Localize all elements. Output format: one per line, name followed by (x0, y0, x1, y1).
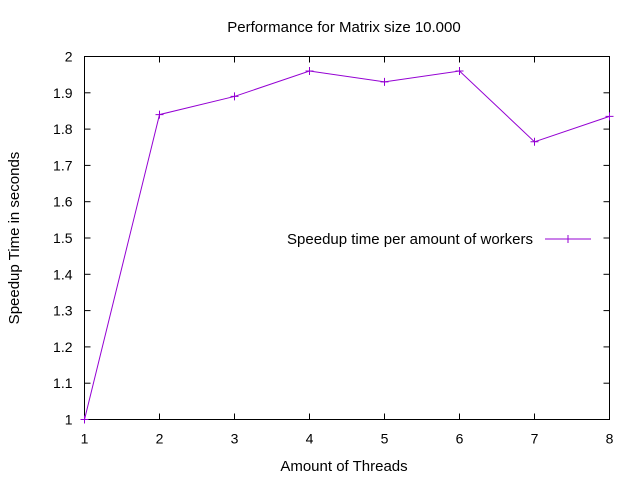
data-point (380, 77, 389, 86)
x-tick-label: 7 (531, 431, 539, 447)
y-tick-label: 1.8 (53, 121, 73, 137)
y-tick-label: 1.6 (53, 194, 73, 210)
x-tick-label: 2 (156, 431, 164, 447)
series-line (84, 70, 610, 420)
data-point (530, 137, 539, 146)
x-tick-label: 6 (456, 431, 464, 447)
y-tick-label: 1.7 (53, 157, 73, 173)
y-tick-label: 2 (65, 49, 73, 65)
y-axis-label: Speedup Time in seconds (6, 152, 23, 325)
x-axis-label: Amount of Threads (280, 458, 407, 475)
y-tick-label: 1.9 (53, 85, 73, 101)
data-point (455, 67, 464, 76)
data-point (80, 415, 89, 424)
y-tick-label: 1.3 (53, 303, 73, 319)
chart-title: Performance for Matrix size 10.000 (227, 19, 460, 36)
x-axis: 1 2 3 4 5 6 7 8 (81, 56, 614, 447)
x-tick-label: 8 (606, 431, 614, 447)
y-tick-label: 1.5 (53, 230, 73, 246)
x-tick-label: 3 (231, 431, 239, 447)
legend: Speedup time per amount of workers (287, 231, 591, 248)
y-tick-label: 1.1 (53, 375, 73, 391)
series-layer (80, 67, 614, 424)
x-tick-label: 1 (81, 431, 89, 447)
y-tick-label: 1 (65, 412, 73, 428)
y-tick-label: 1.4 (53, 266, 73, 282)
data-point (155, 110, 164, 119)
legend-marker (564, 235, 572, 243)
legend-label: Speedup time per amount of workers (287, 231, 533, 248)
data-point (605, 112, 614, 121)
y-tick-label: 1.2 (53, 339, 73, 355)
x-tick-label: 5 (381, 431, 389, 447)
data-point (230, 92, 239, 101)
y-axis: 1 1.1 1.2 1.3 1.4 1.5 1.6 1.7 1.8 1.9 2 (53, 49, 610, 428)
data-point (305, 67, 314, 76)
x-tick-label: 4 (306, 431, 314, 447)
